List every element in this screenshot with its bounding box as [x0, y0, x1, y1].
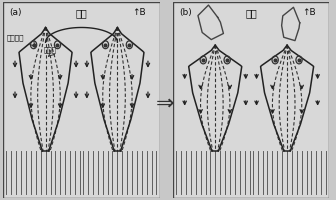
- Text: 热电流: 热电流: [44, 47, 57, 53]
- Text: ↑B: ↑B: [132, 8, 146, 17]
- Text: 液相: 液相: [76, 8, 87, 18]
- Text: 洛伦兹力: 洛伦兹力: [6, 34, 24, 41]
- Text: ↑B: ↑B: [302, 8, 316, 17]
- Text: 液相: 液相: [245, 8, 257, 18]
- Text: (b): (b): [179, 8, 192, 17]
- FancyBboxPatch shape: [173, 2, 329, 198]
- Text: ⇒: ⇒: [156, 94, 175, 114]
- Text: (a): (a): [10, 8, 22, 17]
- FancyBboxPatch shape: [3, 2, 160, 198]
